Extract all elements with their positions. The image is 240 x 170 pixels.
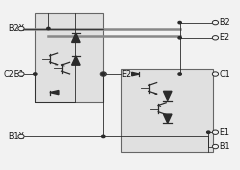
Text: E2: E2 — [219, 33, 229, 42]
Circle shape — [178, 73, 181, 75]
Text: E1: E1 — [219, 128, 229, 137]
Polygon shape — [50, 90, 59, 95]
Circle shape — [102, 73, 105, 75]
Text: C2E1: C2E1 — [3, 70, 24, 79]
Circle shape — [100, 72, 106, 76]
Circle shape — [18, 72, 24, 76]
Polygon shape — [132, 72, 139, 76]
Text: B2: B2 — [219, 18, 230, 27]
Polygon shape — [163, 114, 172, 123]
Circle shape — [18, 26, 24, 31]
Circle shape — [34, 73, 37, 75]
Circle shape — [47, 27, 50, 30]
Circle shape — [207, 131, 210, 133]
Polygon shape — [163, 91, 172, 101]
Bar — [121, 69, 213, 152]
Circle shape — [212, 144, 219, 149]
Bar — [35, 13, 103, 102]
Circle shape — [212, 72, 219, 76]
Text: B1: B1 — [219, 142, 229, 151]
Circle shape — [102, 73, 105, 75]
Text: B2X: B2X — [8, 24, 24, 33]
Polygon shape — [72, 33, 80, 42]
Circle shape — [178, 21, 181, 24]
Polygon shape — [72, 56, 80, 65]
Circle shape — [212, 130, 219, 134]
Circle shape — [178, 37, 181, 39]
Text: B1X: B1X — [8, 132, 24, 141]
Text: C1: C1 — [219, 70, 230, 79]
Circle shape — [18, 134, 24, 139]
Text: E2: E2 — [121, 70, 131, 79]
Circle shape — [212, 36, 219, 40]
Circle shape — [212, 20, 219, 25]
Circle shape — [102, 135, 105, 138]
